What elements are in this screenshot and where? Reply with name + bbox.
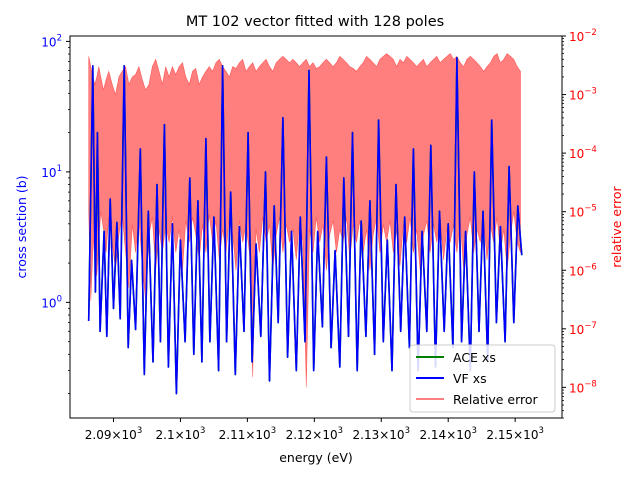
legend-label-vf: VF xs <box>453 371 487 386</box>
chart-title: MT 102 vector fitted with 128 poles <box>186 14 444 30</box>
relative-error-series <box>88 53 521 388</box>
x-tick-label: 2.09×103 <box>85 426 142 442</box>
left-y-axis-ticks: 100 101 102 <box>41 33 70 394</box>
right-y-tick-label: 10−8 <box>569 379 597 395</box>
right-y-tick-label: 10−2 <box>569 28 597 44</box>
left-y-axis-label: cross section (b) <box>14 175 29 278</box>
relative-error-area <box>88 53 521 388</box>
x-tick-label: 2.11×103 <box>219 426 276 442</box>
right-y-axis-ticks: 10−8 10−7 10−6 10−5 10−4 10−3 10−2 <box>562 28 597 419</box>
right-y-tick-label: 10−5 <box>569 204 597 220</box>
left-y-tick-label: 100 <box>41 294 62 310</box>
right-y-tick-label: 10−6 <box>569 262 597 278</box>
legend-label-ace: ACE xs <box>453 350 496 365</box>
x-tick-label: 2.14×103 <box>419 426 476 442</box>
left-y-tick-label: 101 <box>41 164 62 180</box>
legend-box <box>409 344 556 413</box>
plot-area <box>87 53 523 395</box>
x-tick-label: 2.15×103 <box>486 426 543 442</box>
x-tick-label: 2.12×103 <box>286 426 343 442</box>
right-y-tick-label: 10−7 <box>569 321 597 337</box>
right-y-axis-label: relative error <box>609 185 624 267</box>
vf-xs-line <box>87 56 523 395</box>
axes-frame <box>69 35 563 419</box>
legend: ACE xs VF xs Relative error <box>409 344 556 413</box>
x-tick-label: 2.13×103 <box>353 426 410 442</box>
legend-label-error: Relative error <box>453 392 539 407</box>
x-tick-label: 2.1×103 <box>156 426 206 442</box>
right-y-tick-label: 10−3 <box>569 87 597 103</box>
x-axis-ticks: 2.09×103 2.1×103 2.11×103 2.12×103 2.13×103 2… <box>85 418 544 442</box>
cross-section-series <box>87 56 523 395</box>
left-y-tick-label: 102 <box>41 33 62 49</box>
right-y-tick-label: 10−4 <box>569 145 597 161</box>
x-axis-label: energy (eV) <box>279 450 353 465</box>
